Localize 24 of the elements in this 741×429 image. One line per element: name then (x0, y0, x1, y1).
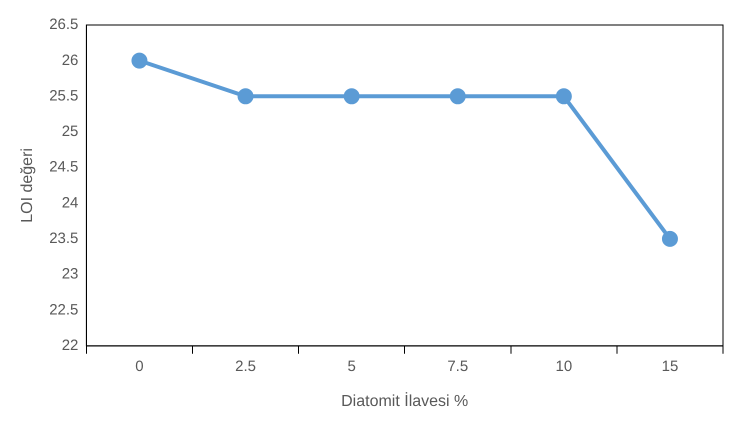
point (556, 88, 572, 104)
y-tick-label: 22.5 (49, 301, 78, 318)
point (662, 230, 678, 247)
y-axis-title: LOI değeri (19, 148, 36, 223)
point (238, 88, 254, 104)
y-tick-label: 26.5 (49, 16, 78, 34)
x-tick-label: 5 (347, 358, 356, 375)
y-tick-label: 23.5 (49, 230, 78, 248)
x-tick-label: 0 (135, 358, 144, 375)
point (344, 88, 360, 104)
x-axis-title: Diatomit İlavesi % (341, 392, 468, 410)
y-tick-label: 24.5 (49, 158, 78, 176)
point (131, 52, 148, 69)
y-tick-label: 23 (62, 266, 78, 283)
x-tick-label: 7.5 (447, 358, 468, 375)
point (450, 88, 466, 104)
y-tick-label: 26 (62, 52, 78, 69)
x-tick-label: 15 (662, 358, 678, 375)
y-tick-label: 22 (62, 336, 78, 354)
y-tick-label: 24 (62, 194, 78, 212)
y-tick-label: 25.5 (49, 87, 78, 104)
x-tick-label: 2.5 (235, 358, 256, 375)
x-tick-label: 10 (556, 358, 572, 375)
y-tick-label: 25 (62, 123, 78, 140)
